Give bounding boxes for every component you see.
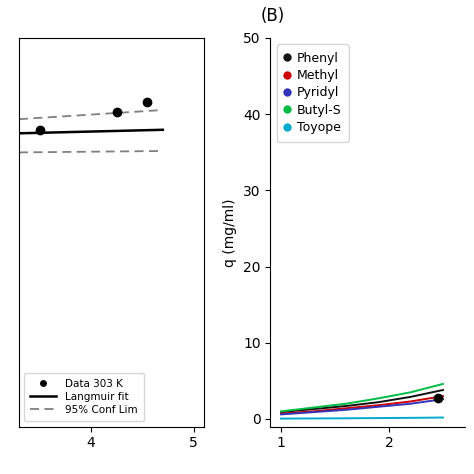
Legend: Phenyl, Methyl, Pyridyl, Butyl-S, Toyope: Phenyl, Methyl, Pyridyl, Butyl-S, Toyope [276,44,349,142]
Text: (B): (B) [261,7,285,25]
Legend: Data 303 K, Langmuir fit, 95% Conf Lim: Data 303 K, Langmuir fit, 95% Conf Lim [24,373,144,421]
Y-axis label: q (mg/ml): q (mg/ml) [223,198,237,266]
